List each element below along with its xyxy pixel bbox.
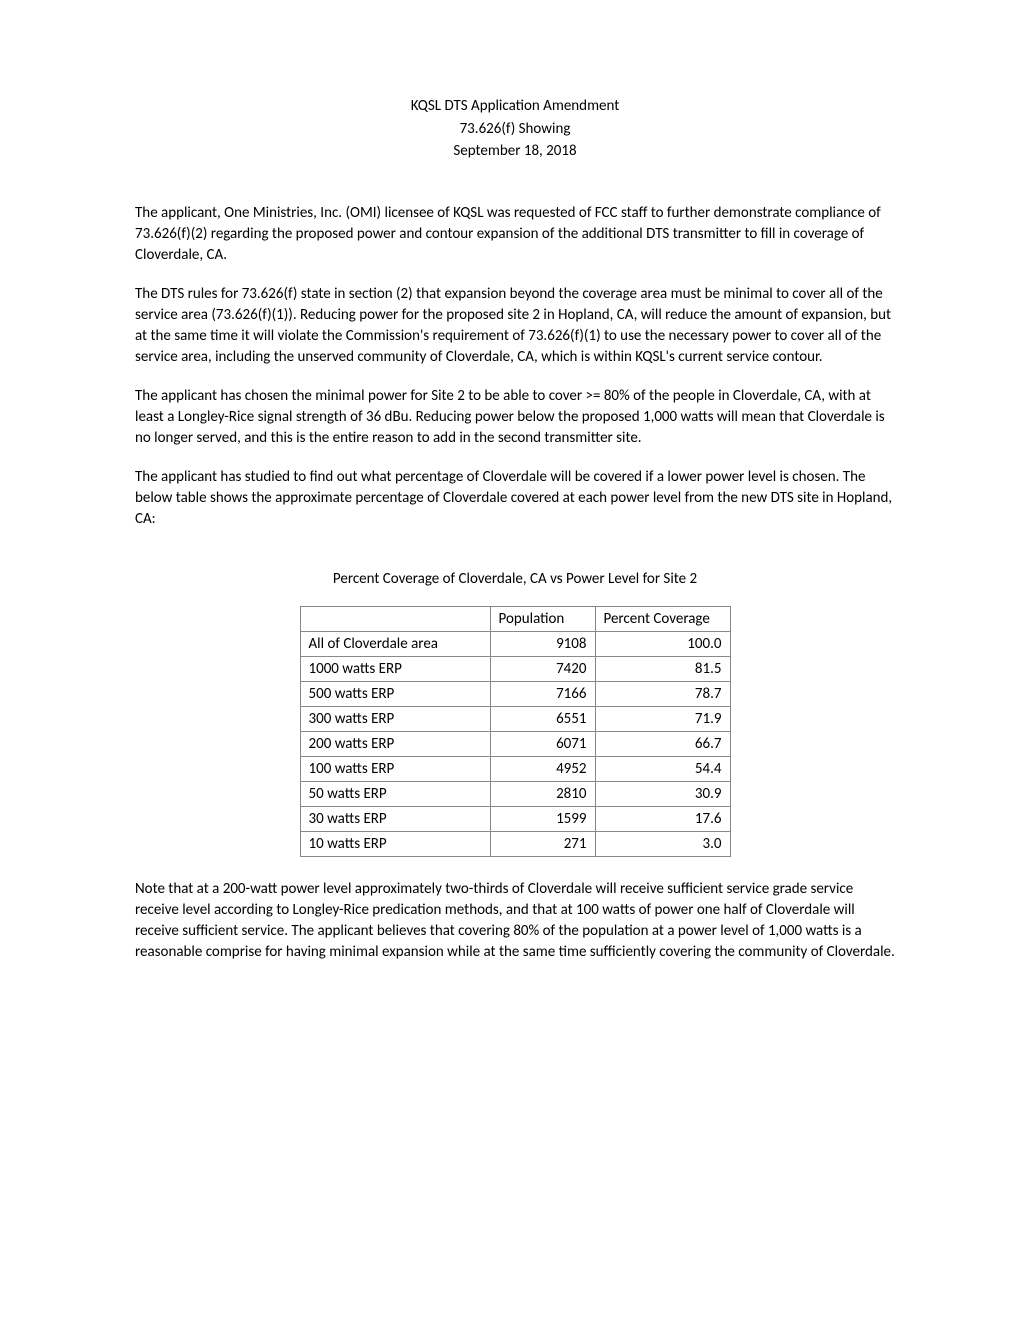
paragraph-4: The applicant has studied to find out wh… <box>135 467 895 530</box>
table-cell-label: 100 watts ERP <box>300 756 490 781</box>
table-cell-label: All of Cloverdale area <box>300 631 490 656</box>
table-cell-label: 1000 watts ERP <box>300 656 490 681</box>
table-cell-coverage: 54.4 <box>595 756 730 781</box>
paragraph-1: The applicant, One Ministries, Inc. (OMI… <box>135 203 895 266</box>
coverage-table: Population Percent Coverage All of Clove… <box>300 606 731 857</box>
document-header: KQSL DTS Application Amendment 73.626(f)… <box>135 95 895 163</box>
table-cell-coverage: 66.7 <box>595 731 730 756</box>
table-cell-label: 50 watts ERP <box>300 781 490 806</box>
table-cell-population: 4952 <box>490 756 595 781</box>
table-cell-coverage: 30.9 <box>595 781 730 806</box>
table-row: 1000 watts ERP742081.5 <box>300 656 730 681</box>
table-header-population: Population <box>490 606 595 631</box>
table-cell-coverage: 81.5 <box>595 656 730 681</box>
table-row: 30 watts ERP159917.6 <box>300 806 730 831</box>
paragraph-3: The applicant has chosen the minimal pow… <box>135 386 895 449</box>
table-header-coverage: Percent Coverage <box>595 606 730 631</box>
table-row: 500 watts ERP716678.7 <box>300 681 730 706</box>
table-cell-population: 9108 <box>490 631 595 656</box>
table-cell-label: 500 watts ERP <box>300 681 490 706</box>
table-cell-label: 300 watts ERP <box>300 706 490 731</box>
table-cell-population: 7420 <box>490 656 595 681</box>
paragraph-5: Note that at a 200-watt power level appr… <box>135 879 895 963</box>
table-row: All of Cloverdale area9108100.0 <box>300 631 730 656</box>
table-cell-population: 7166 <box>490 681 595 706</box>
table-header-row: Population Percent Coverage <box>300 606 730 631</box>
header-subtitle: 73.626(f) Showing <box>135 118 895 141</box>
table-title: Percent Coverage of Cloverdale, CA vs Po… <box>135 570 895 588</box>
table-cell-coverage: 3.0 <box>595 831 730 856</box>
table-cell-population: 6551 <box>490 706 595 731</box>
table-row: 200 watts ERP607166.7 <box>300 731 730 756</box>
table-cell-coverage: 100.0 <box>595 631 730 656</box>
table-row: 10 watts ERP2713.0 <box>300 831 730 856</box>
table-row: 300 watts ERP655171.9 <box>300 706 730 731</box>
table-cell-population: 271 <box>490 831 595 856</box>
table-cell-population: 1599 <box>490 806 595 831</box>
table-cell-label: 10 watts ERP <box>300 831 490 856</box>
table-cell-coverage: 17.6 <box>595 806 730 831</box>
table-cell-label: 200 watts ERP <box>300 731 490 756</box>
paragraph-2: The DTS rules for 73.626(f) state in sec… <box>135 284 895 368</box>
table-row: 100 watts ERP495254.4 <box>300 756 730 781</box>
table-cell-population: 2810 <box>490 781 595 806</box>
table-cell-coverage: 78.7 <box>595 681 730 706</box>
table-cell-coverage: 71.9 <box>595 706 730 731</box>
table-cell-population: 6071 <box>490 731 595 756</box>
header-title: KQSL DTS Application Amendment <box>135 95 895 118</box>
table-header-label <box>300 606 490 631</box>
table-cell-label: 30 watts ERP <box>300 806 490 831</box>
table-row: 50 watts ERP281030.9 <box>300 781 730 806</box>
header-date: September 18, 2018 <box>135 140 895 163</box>
